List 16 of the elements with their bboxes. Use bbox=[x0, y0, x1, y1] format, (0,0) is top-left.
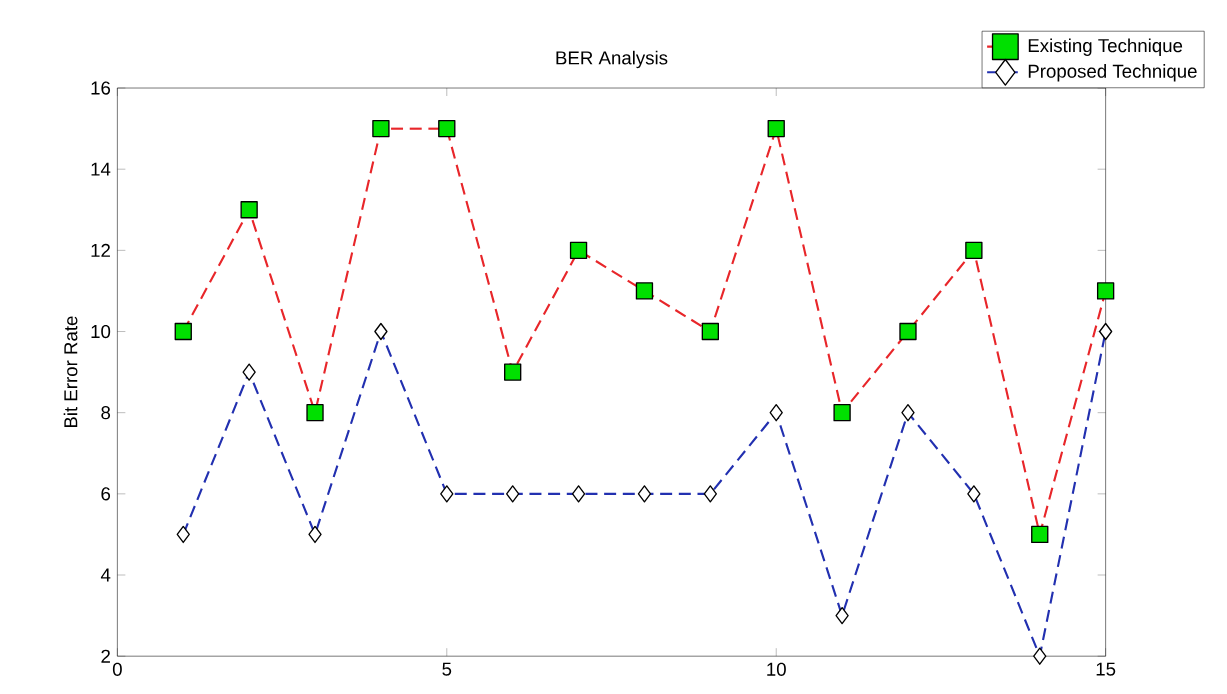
x-tick-label: 15 bbox=[1096, 662, 1116, 676]
y-tick-label: 2 bbox=[101, 649, 110, 663]
y-tick-label: 8 bbox=[101, 406, 111, 420]
y-tick-label: 4 bbox=[100, 568, 111, 582]
y-tick-label: 12 bbox=[91, 244, 110, 258]
chart-title: BER Analysis bbox=[556, 51, 668, 69]
legend-label: Proposed Technique bbox=[1028, 64, 1197, 82]
y-tick-label: 6 bbox=[101, 487, 111, 501]
y-tick-label: 14 bbox=[91, 163, 111, 176]
x-tick-label: 5 bbox=[442, 662, 452, 676]
y-tick-label: 10 bbox=[91, 325, 111, 339]
x-tick-label: 10 bbox=[767, 662, 786, 677]
y-axis-title: Bit Error Rate bbox=[63, 316, 78, 428]
y-tick-label: 16 bbox=[91, 81, 111, 95]
x-tick-label: 0 bbox=[112, 662, 122, 677]
legend-label: Existing Technique bbox=[1028, 38, 1183, 57]
